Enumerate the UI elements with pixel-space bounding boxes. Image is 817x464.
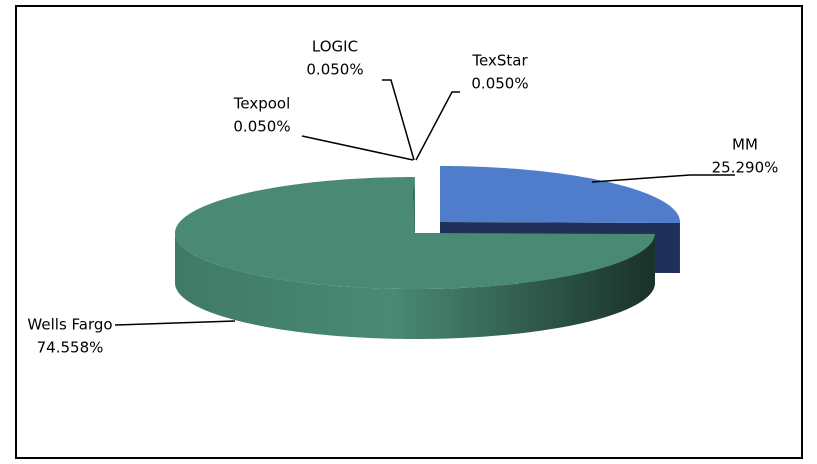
data-label-value: 0.050% bbox=[306, 61, 363, 79]
data-label-name: TexStar bbox=[471, 52, 528, 70]
data-label-name: LOGIC bbox=[312, 38, 358, 56]
data-label-name: MM bbox=[732, 136, 758, 154]
leader-line bbox=[415, 91, 460, 161]
data-label-name: Wells Fargo bbox=[27, 316, 112, 334]
slice-side bbox=[175, 233, 655, 339]
slice bbox=[440, 166, 680, 224]
slice bbox=[175, 177, 655, 289]
slice bbox=[414, 177, 415, 233]
data-label-value: 25.290% bbox=[712, 159, 779, 177]
leader-line bbox=[114, 320, 236, 326]
frame bbox=[15, 5, 803, 459]
leader-line bbox=[591, 174, 735, 183]
data-label-value: 0.050% bbox=[471, 75, 528, 93]
data-label-value: 0.050% bbox=[233, 118, 290, 136]
leader-line bbox=[382, 79, 415, 161]
data-label-value: 74.558% bbox=[37, 339, 104, 357]
data-label-name: Texpool bbox=[233, 95, 291, 113]
leader-line bbox=[301, 135, 414, 161]
